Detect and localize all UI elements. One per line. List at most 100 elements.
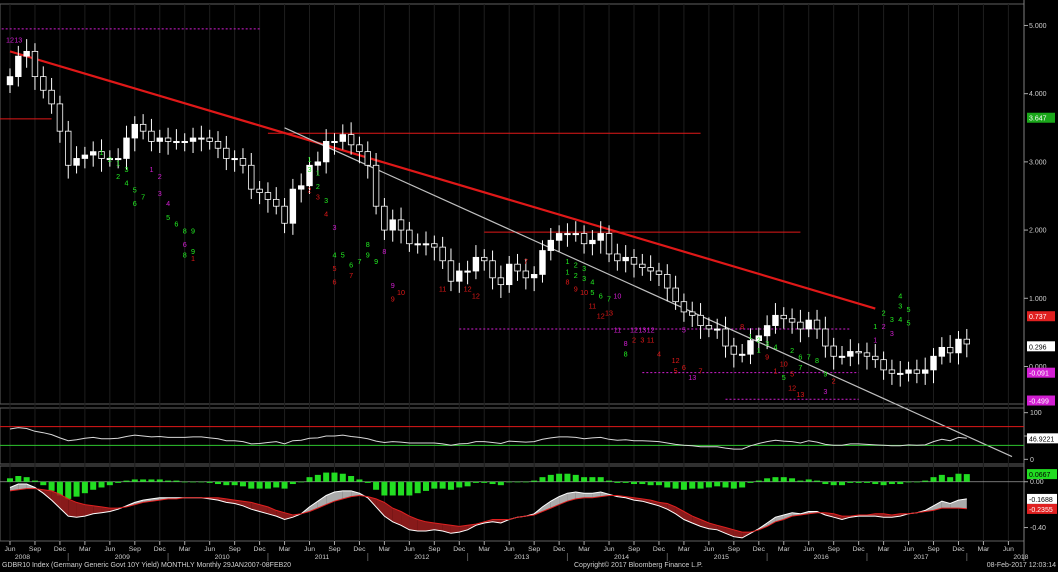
candle-body bbox=[564, 233, 571, 236]
macd-signal-fill bbox=[575, 492, 585, 499]
macd-histogram-bar bbox=[181, 481, 188, 483]
candle-body bbox=[248, 164, 255, 190]
x-tick-label: Dec bbox=[154, 546, 167, 553]
macd-signal-fill bbox=[658, 502, 668, 510]
td-count-label: 9 bbox=[391, 281, 395, 290]
macd-histogram-bar bbox=[797, 480, 804, 482]
price-y-tick-label: 2.000 bbox=[1029, 228, 1047, 235]
macd-histogram-bar bbox=[880, 481, 887, 486]
x-tick-label: Sep bbox=[29, 546, 41, 553]
td-count-label: 2 bbox=[832, 377, 836, 386]
td-count-label: 4 bbox=[332, 250, 336, 259]
x-tick-label: Jun bbox=[903, 546, 914, 553]
macd-histogram-bar bbox=[489, 481, 496, 485]
macd-signal-fill bbox=[650, 500, 659, 506]
candle-body bbox=[239, 158, 247, 166]
x-tick-label: Jun bbox=[703, 546, 714, 553]
td-count-label: 11 bbox=[614, 325, 621, 334]
td-count-label: 4 bbox=[124, 179, 128, 188]
macd-histogram-bar bbox=[156, 479, 163, 482]
x-tick-label: Mar bbox=[279, 546, 291, 553]
year-label: 2018 bbox=[1013, 554, 1028, 561]
td-count-label: 5 bbox=[782, 373, 786, 382]
candle-body bbox=[364, 151, 371, 166]
td-count-label: 7 bbox=[699, 366, 703, 375]
td-count-label: 5 bbox=[341, 250, 345, 259]
candle-body bbox=[522, 270, 530, 279]
candle-body bbox=[356, 144, 363, 153]
x-tick-label: Dec bbox=[453, 546, 466, 553]
macd-histogram-bar bbox=[264, 481, 271, 489]
candle-body bbox=[273, 198, 280, 207]
td-count-label: 12 bbox=[647, 325, 655, 334]
td-count-label: 2 bbox=[308, 186, 312, 195]
x-tick-label: Dec bbox=[753, 546, 766, 553]
candle-body bbox=[206, 137, 213, 142]
macd-signal-fill bbox=[692, 516, 701, 527]
candle-body bbox=[897, 372, 904, 375]
year-label: 2014 bbox=[614, 554, 629, 561]
td-count-label: 7 bbox=[349, 271, 353, 280]
macd-histogram-bar bbox=[239, 481, 246, 487]
x-tick-label: Jun bbox=[5, 546, 16, 553]
td-count-label: 1 bbox=[873, 322, 877, 331]
candle-body bbox=[863, 352, 871, 357]
macd-signal-fill bbox=[51, 490, 60, 509]
macd-histogram-bar bbox=[364, 481, 371, 483]
macd-value-tag-label: -0.1688 bbox=[1029, 497, 1053, 504]
x-tick-label: Mar bbox=[379, 546, 391, 553]
td-count-label: 3 bbox=[332, 223, 336, 232]
macd-signal-fill bbox=[833, 513, 842, 520]
td-count-label: 12 bbox=[788, 383, 796, 392]
x-tick-label: Mar bbox=[478, 546, 490, 553]
candle-body bbox=[73, 158, 80, 166]
candle-body bbox=[955, 338, 962, 354]
candle-body bbox=[123, 137, 130, 159]
td-count-label: 8 bbox=[624, 339, 628, 348]
macd-histogram-bar bbox=[314, 474, 321, 482]
x-tick-label: Jun bbox=[504, 546, 515, 553]
candle-body bbox=[381, 205, 388, 231]
td-count-label: 1 bbox=[191, 254, 195, 263]
td-count-label: 4 bbox=[324, 209, 328, 218]
macd-histogram-bar bbox=[963, 474, 970, 482]
td-count-label: 6 bbox=[682, 363, 686, 372]
macd-signal-fill bbox=[68, 498, 77, 518]
macd-signal-fill bbox=[950, 500, 959, 509]
macd-signal-line bbox=[9, 488, 967, 533]
candle-body bbox=[622, 256, 629, 262]
x-tick-label: Sep bbox=[428, 546, 440, 553]
td-count-label: 7 bbox=[807, 353, 811, 362]
td-count-label: 2 bbox=[790, 346, 794, 355]
macd-histogram-bar bbox=[772, 477, 779, 482]
candle-body bbox=[946, 346, 954, 354]
td-count-label: 8 bbox=[183, 226, 187, 235]
macd-histogram-bar bbox=[273, 481, 280, 488]
candle-body bbox=[555, 233, 563, 241]
td-count-label: 12 bbox=[672, 356, 680, 365]
x-tick-label: Sep bbox=[728, 546, 740, 553]
td-count-label: 5 bbox=[332, 264, 336, 273]
macd-histogram-bar bbox=[7, 478, 13, 482]
td-count-label: 5 bbox=[133, 186, 137, 195]
candle-body bbox=[830, 345, 837, 357]
macd-histogram-bar bbox=[888, 481, 895, 485]
td-count-label: 6 bbox=[599, 291, 603, 300]
candle-body bbox=[281, 205, 288, 224]
macd-histogram-bar bbox=[855, 481, 862, 483]
macd-histogram-bar bbox=[506, 481, 513, 483]
macd-value-tag-box bbox=[1027, 469, 1057, 480]
macd-signal-fill bbox=[675, 506, 684, 520]
td-count-label: 10 bbox=[780, 359, 788, 368]
candle-body bbox=[797, 321, 804, 330]
candle-body bbox=[347, 134, 355, 146]
td-count-label: 6 bbox=[174, 220, 178, 229]
candle-body bbox=[822, 328, 829, 347]
macd-histogram-bar bbox=[198, 481, 205, 483]
candle-body bbox=[256, 188, 263, 193]
macd-histogram-bar bbox=[664, 481, 671, 488]
macd-signal-fill bbox=[767, 517, 776, 527]
td-count-label: 1 bbox=[757, 346, 761, 355]
candle-body bbox=[489, 260, 496, 279]
